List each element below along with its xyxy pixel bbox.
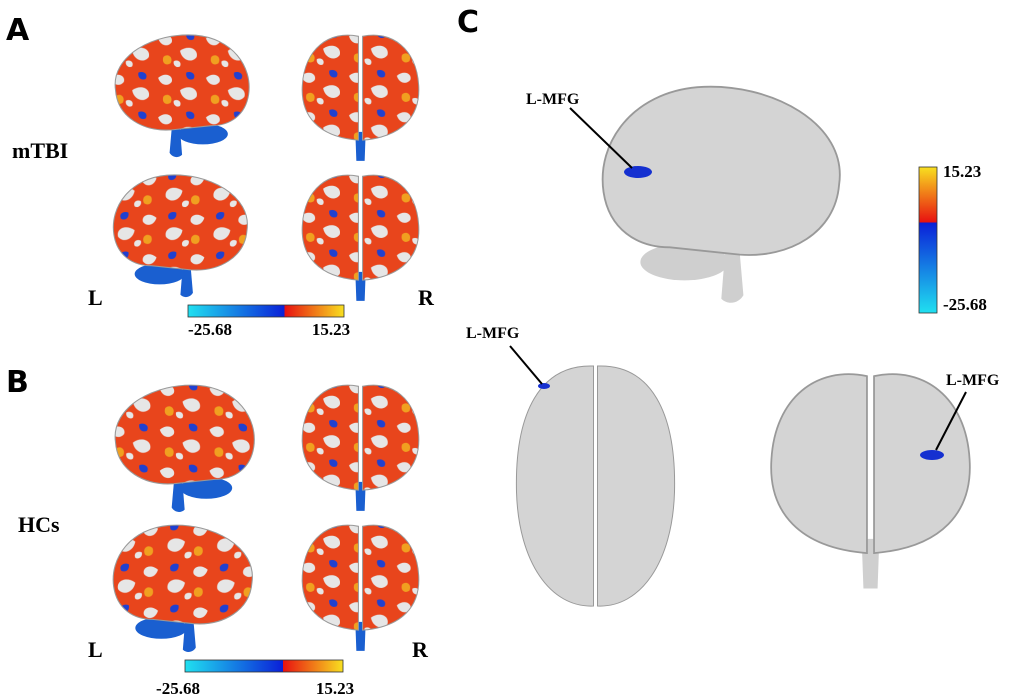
colorbar xyxy=(184,659,344,673)
annotation: L-MFG xyxy=(526,91,580,108)
panel-label: C xyxy=(457,5,479,40)
brain-frontal xyxy=(301,384,420,512)
leader-line xyxy=(569,107,633,169)
brain-lateral xyxy=(112,524,253,653)
brain-frontal xyxy=(770,373,971,590)
annotation: L-MFG xyxy=(946,372,1000,389)
cluster xyxy=(538,383,550,389)
annotation: L-MFG xyxy=(466,325,520,342)
colorbar-min: -25.68 xyxy=(943,295,987,314)
colorbar-min: -25.68 xyxy=(156,679,200,698)
colorbar-min: -25.68 xyxy=(188,320,232,339)
brain-lateral xyxy=(112,174,248,298)
cluster xyxy=(624,166,652,178)
panel-a: A mTBI L R -25.68 15.23 xyxy=(6,13,435,339)
colorbar-max: 15.23 xyxy=(316,679,354,698)
leader-line xyxy=(935,391,967,451)
brain-frontal xyxy=(301,524,420,652)
side-label: L xyxy=(88,637,103,662)
panel-label: A xyxy=(6,13,30,48)
side-label: R xyxy=(412,637,429,662)
brain-frontal xyxy=(301,34,420,162)
colorbar xyxy=(187,304,345,318)
brain-lateral xyxy=(601,85,841,304)
brain-top xyxy=(515,365,676,607)
leader-line xyxy=(509,345,543,385)
brain-lateral xyxy=(114,384,255,513)
panel-b: B HCs L R -25.68 15.23 xyxy=(6,365,429,698)
side-label: L xyxy=(88,285,103,310)
panel-c: C L-MFG L-MFG L-MFG 15.23 -25.68 xyxy=(457,5,1000,607)
side-label: R xyxy=(418,285,435,310)
colorbar-max: 15.23 xyxy=(312,320,350,339)
cluster xyxy=(920,450,944,460)
group-label: HCs xyxy=(18,512,60,537)
colorbar-max: 15.23 xyxy=(943,162,981,181)
brain-frontal xyxy=(301,174,420,302)
colorbar xyxy=(918,166,938,314)
panel-label: B xyxy=(6,365,29,400)
group-label: mTBI xyxy=(12,138,68,163)
brain-lateral xyxy=(114,34,250,158)
